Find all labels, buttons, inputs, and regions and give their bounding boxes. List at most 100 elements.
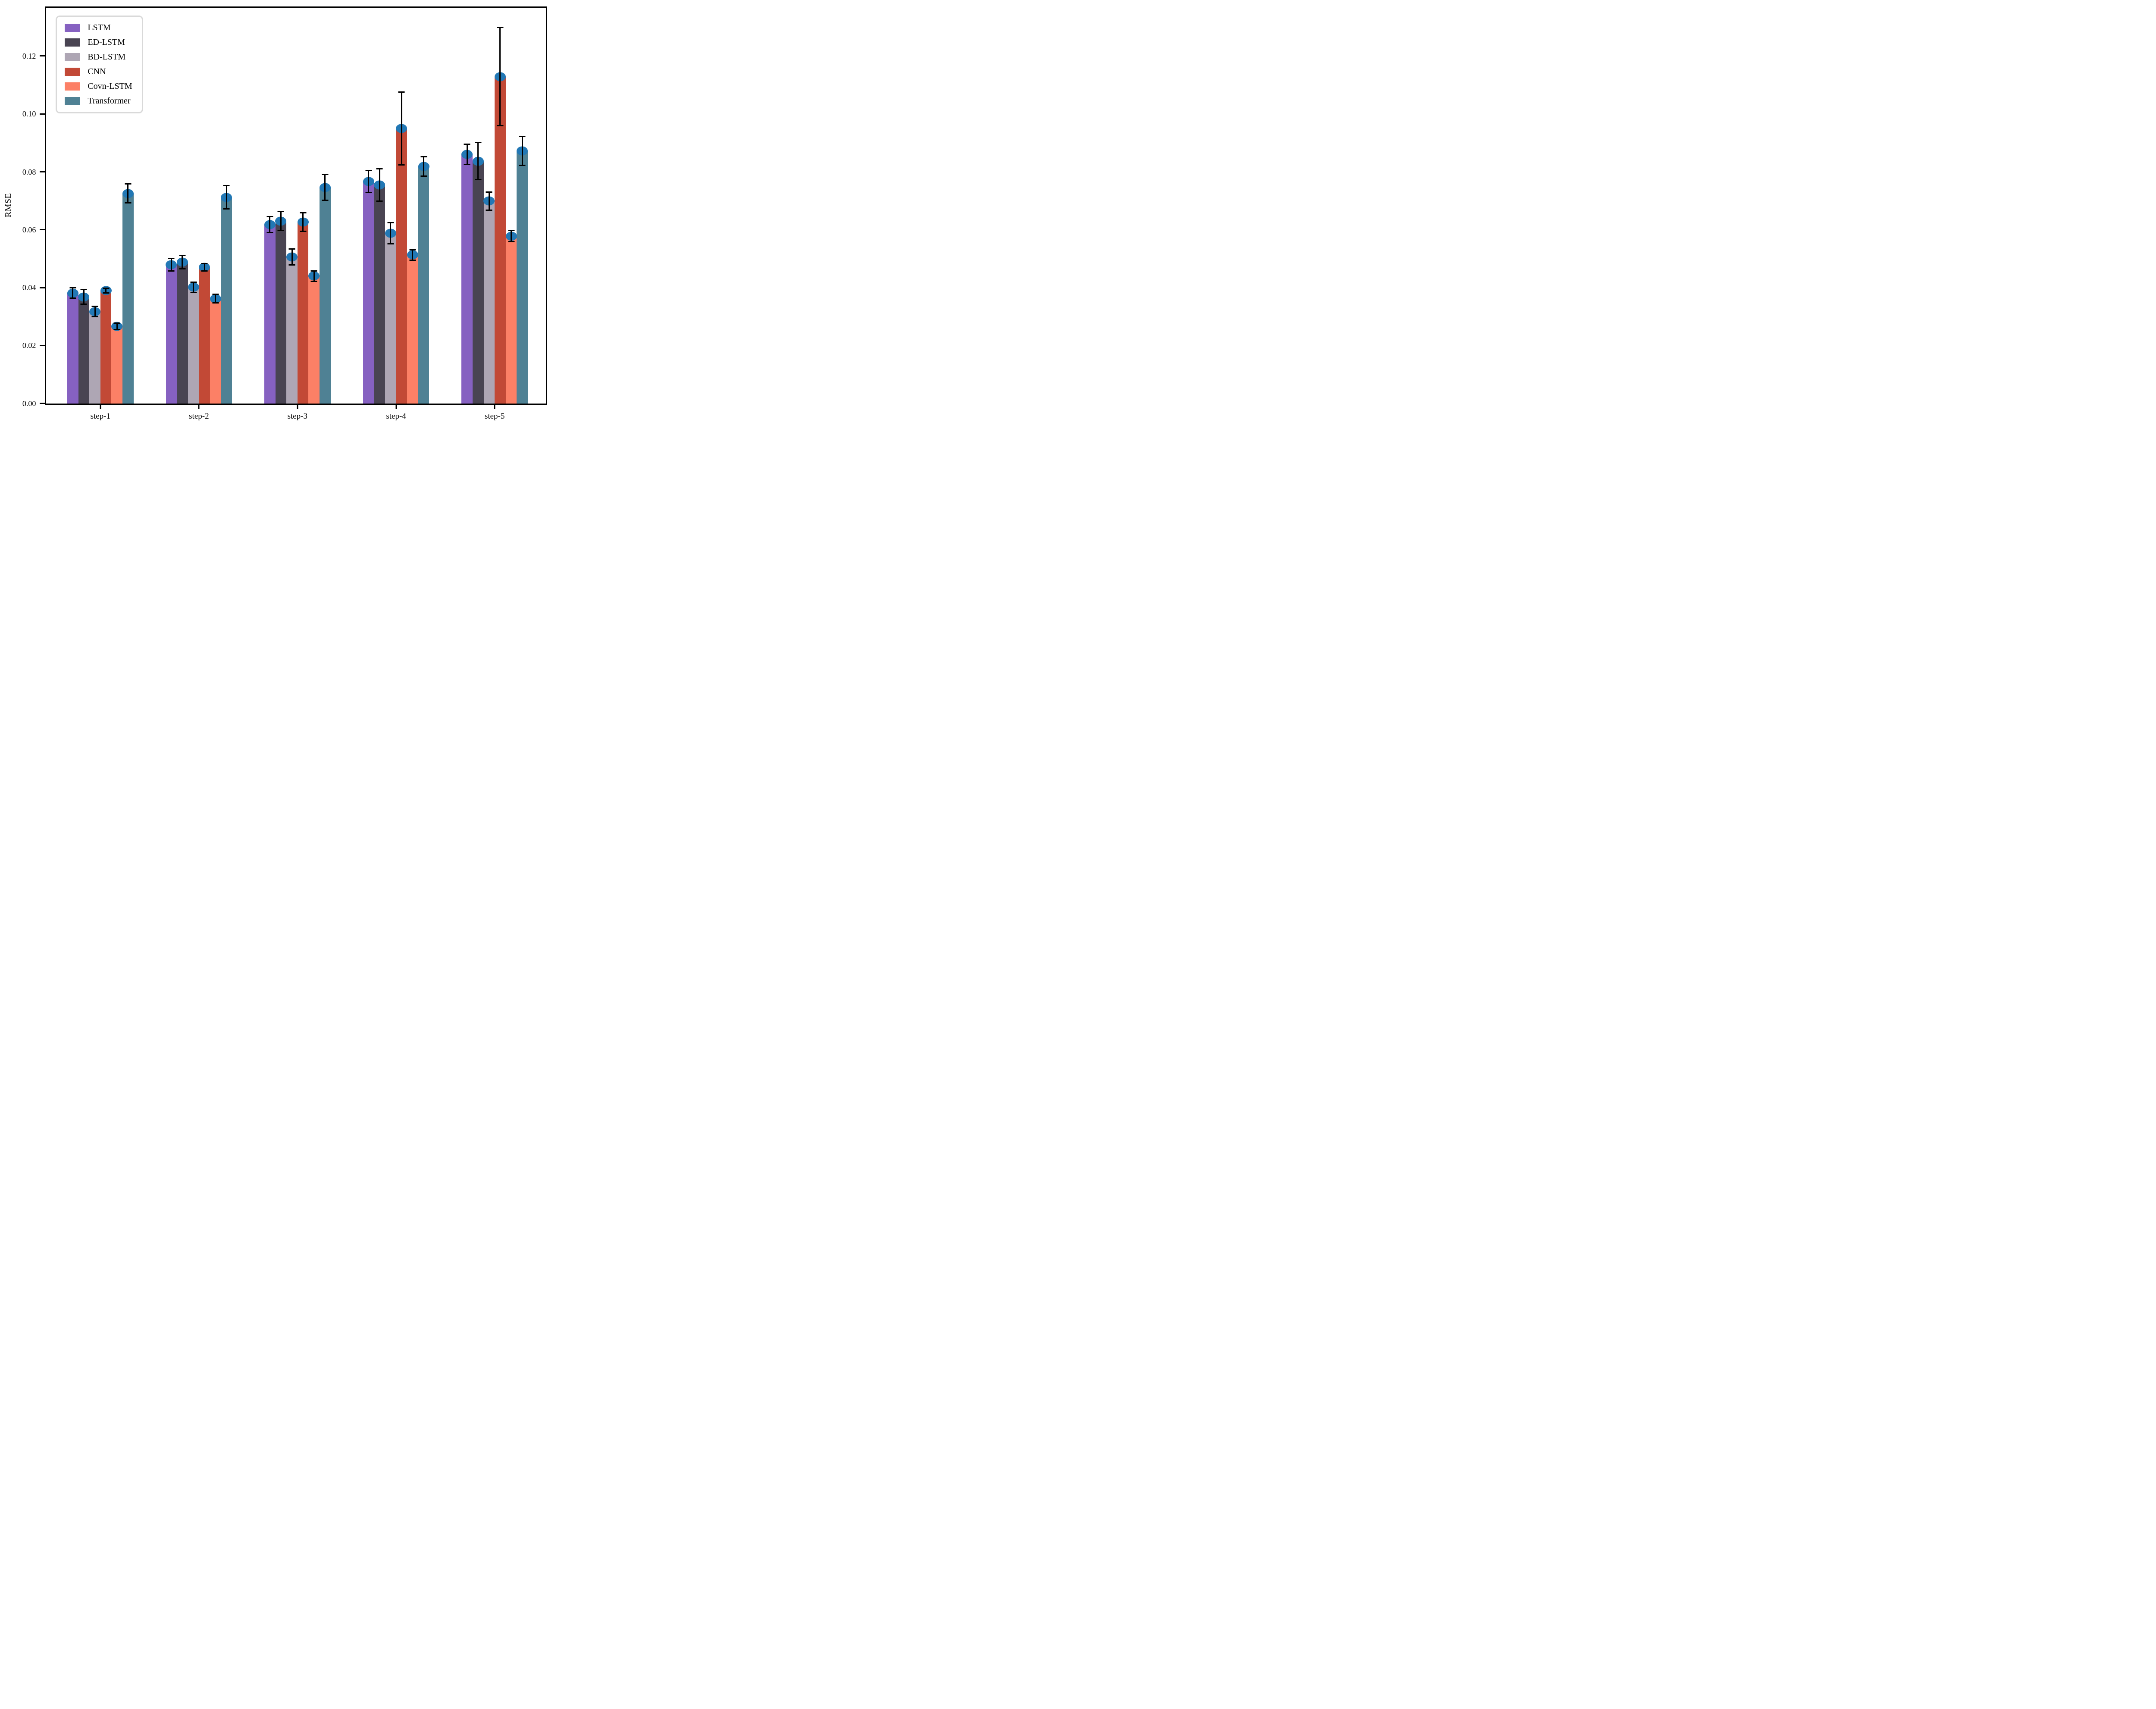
error-bar-cap-bottom <box>277 230 284 232</box>
error-bar-line <box>423 156 425 177</box>
bar-CNN-step-3 <box>297 222 309 404</box>
legend-swatch <box>65 97 81 105</box>
error-bar-cap-bottom <box>464 164 470 166</box>
error-bar-line <box>368 169 370 193</box>
bar-Covn-LSTM-step-2 <box>210 298 221 404</box>
error-bar-cap-bottom <box>486 210 492 211</box>
x-tick <box>100 403 101 409</box>
error-bar-cap-bottom <box>322 200 329 201</box>
error-bar-cap-top <box>179 255 186 257</box>
error-bar-cap-top <box>201 263 208 265</box>
error-bar-line <box>379 168 380 202</box>
error-bar-cap-top <box>376 168 383 169</box>
bar-ED-LSTM-step-1 <box>78 297 90 404</box>
bar-ED-LSTM-step-4 <box>374 185 385 404</box>
error-bar <box>288 248 295 266</box>
bar-CNN-step-1 <box>100 290 112 404</box>
error-bar-cap-top <box>508 230 515 232</box>
error-bar-line <box>83 288 85 305</box>
error-bar-cap-top <box>420 156 427 157</box>
error-bar-cap-bottom <box>300 230 307 232</box>
error-bar-line <box>313 270 315 282</box>
error-bar-cap-bottom <box>409 259 416 261</box>
error-bar-cap-top <box>80 288 87 290</box>
error-bar <box>420 156 427 177</box>
x-tick-label: step-1 <box>90 411 111 421</box>
error-bar-cap-top <box>91 306 98 307</box>
error-bar <box>409 249 416 261</box>
legend-item-label: Transformer <box>88 96 131 106</box>
legend: LSTM ED-LSTM BD-LSTM CNN Covn-LSTM Transforme… <box>56 15 143 113</box>
error-bar-cap-bottom <box>113 329 120 330</box>
legend-item: Covn-LSTM <box>65 81 132 91</box>
error-bar-cap-bottom <box>201 270 208 272</box>
error-bar-line <box>170 257 172 272</box>
legend-item: CNN <box>65 67 132 76</box>
legend-item-label: ED-LSTM <box>88 37 125 47</box>
bar-LSTM-step-5 <box>461 154 473 404</box>
error-bar-line <box>72 287 74 299</box>
error-bar <box>486 191 492 211</box>
error-bar-cap-bottom <box>212 302 219 304</box>
error-bar <box>310 270 317 282</box>
error-bar-line <box>105 288 107 294</box>
error-bar-line <box>302 212 304 232</box>
error-bar-cap-top <box>497 27 504 28</box>
error-bar <box>300 212 307 232</box>
error-bar-cap-bottom <box>310 280 317 282</box>
error-bar-cap-top <box>486 191 492 193</box>
error-bar-line <box>412 249 414 261</box>
error-bar-cap-bottom <box>80 304 87 305</box>
error-bar <box>212 294 219 304</box>
bar-Covn-LSTM-step-5 <box>505 236 517 404</box>
bar-ED-LSTM-step-5 <box>472 161 484 404</box>
bar-Transformer-step-4 <box>418 166 429 404</box>
y-tick <box>40 171 47 172</box>
bar-BD-LSTM-step-5 <box>483 201 495 404</box>
legend-swatch <box>65 82 81 91</box>
error-bar-cap-top <box>387 222 394 223</box>
error-bar-cap-bottom <box>91 316 98 318</box>
x-tick-label: step-3 <box>287 411 308 421</box>
error-bar-cap-top <box>125 183 132 185</box>
error-bar-line <box>116 322 118 330</box>
error-bar <box>365 169 372 193</box>
error-bar-cap-top <box>103 288 110 289</box>
error-bar-cap-bottom <box>365 191 372 193</box>
error-bar-line <box>269 216 271 233</box>
error-bar <box>190 282 197 293</box>
error-bar <box>113 322 120 330</box>
error-bar <box>519 136 526 166</box>
bar-Transformer-step-2 <box>221 197 232 404</box>
y-tick <box>40 344 47 346</box>
error-bar-cap-bottom <box>475 178 482 180</box>
legend-swatch <box>65 23 81 32</box>
error-bar-cap-top <box>310 270 317 272</box>
error-bar-cap-bottom <box>387 243 394 245</box>
error-bar-line <box>477 142 479 180</box>
error-bar <box>322 174 329 201</box>
error-bar-line <box>401 91 402 166</box>
error-bar <box>80 288 87 305</box>
error-bar <box>464 144 470 166</box>
bar-LSTM-step-3 <box>264 224 276 404</box>
bar-Covn-LSTM-step-3 <box>308 276 320 404</box>
error-bar-cap-bottom <box>168 270 175 272</box>
error-bar-line <box>127 183 129 204</box>
error-bar-cap-top <box>398 91 405 93</box>
error-bar-cap-bottom <box>69 297 76 299</box>
legend-item: ED-LSTM <box>65 38 132 47</box>
error-bar-line <box>499 27 501 127</box>
y-tick <box>40 55 47 57</box>
x-tick <box>494 403 495 409</box>
bar-BD-LSTM-step-2 <box>188 287 199 404</box>
error-bar-cap-bottom <box>223 208 230 210</box>
error-bar-cap-bottom <box>376 200 383 202</box>
error-bar-cap-top <box>190 282 197 283</box>
error-bar-line <box>521 136 523 166</box>
error-bar-cap-top <box>69 287 76 289</box>
error-bar-cap-top <box>464 144 470 145</box>
error-bar-cap-top <box>288 248 295 250</box>
error-bar-line <box>324 174 326 201</box>
error-bar-line <box>204 263 205 272</box>
